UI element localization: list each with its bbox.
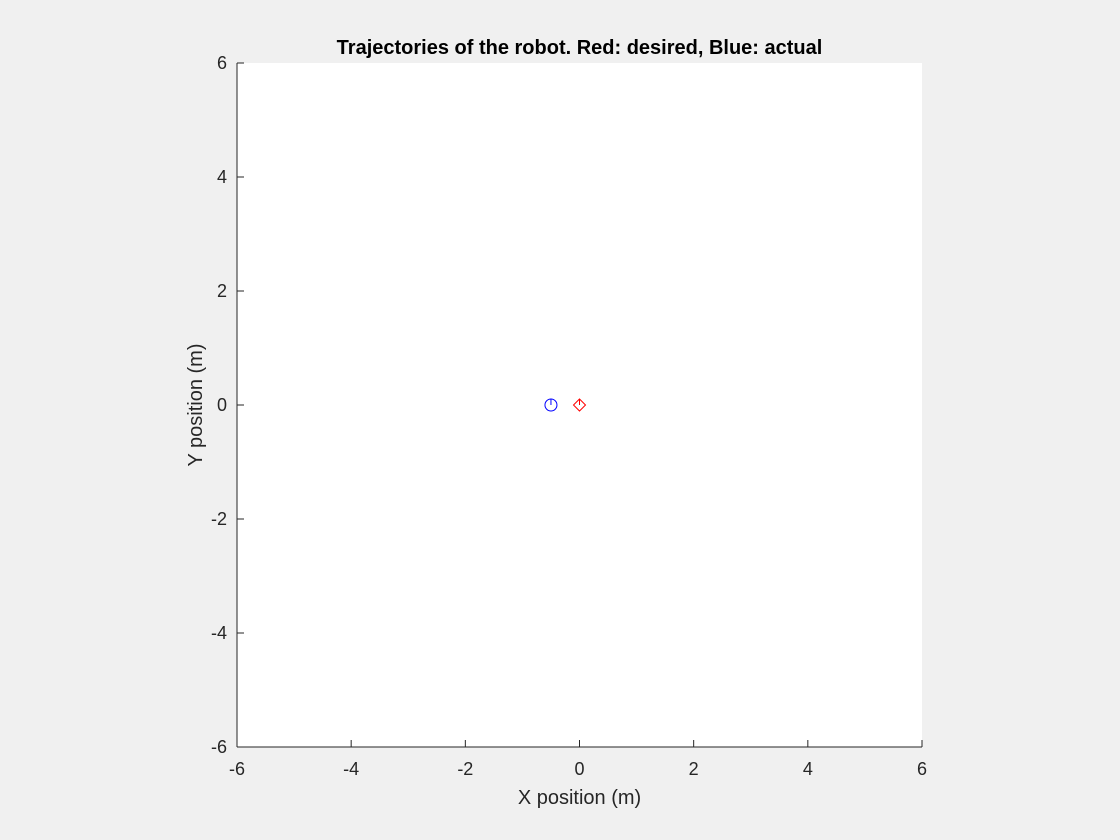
- chart-title: Trajectories of the robot. Red: desired,…: [337, 37, 823, 59]
- x-tick-label: -4: [343, 759, 359, 779]
- x-tick-label: -6: [229, 759, 245, 779]
- y-tick-label: -6: [211, 737, 227, 757]
- x-tick-label: -2: [457, 759, 473, 779]
- y-tick-label: 2: [217, 281, 227, 301]
- data-marks: [544, 398, 587, 412]
- x-tick-label: 0: [574, 759, 584, 779]
- x-tick-label: 4: [803, 759, 813, 779]
- x-tick-label: 2: [689, 759, 699, 779]
- y-tick-label: -4: [211, 623, 227, 643]
- y-axis: -6 -4 -2 0 2 4 6: [211, 53, 244, 757]
- y-tick-label: -2: [211, 509, 227, 529]
- y-axis-label: Y position (m): [185, 343, 207, 466]
- series-0-point: [572, 398, 587, 412]
- y-tick-label: 6: [217, 53, 227, 73]
- x-tick-label: 6: [917, 759, 927, 779]
- x-axis-label: X position (m): [518, 787, 641, 809]
- diamond-marker: [572, 398, 587, 412]
- y-tick-label: 4: [217, 167, 227, 187]
- x-axis: -6 -4 -2 0 2 4 6: [229, 740, 927, 779]
- y-tick-label: 0: [217, 395, 227, 415]
- series-1-point: [544, 398, 558, 412]
